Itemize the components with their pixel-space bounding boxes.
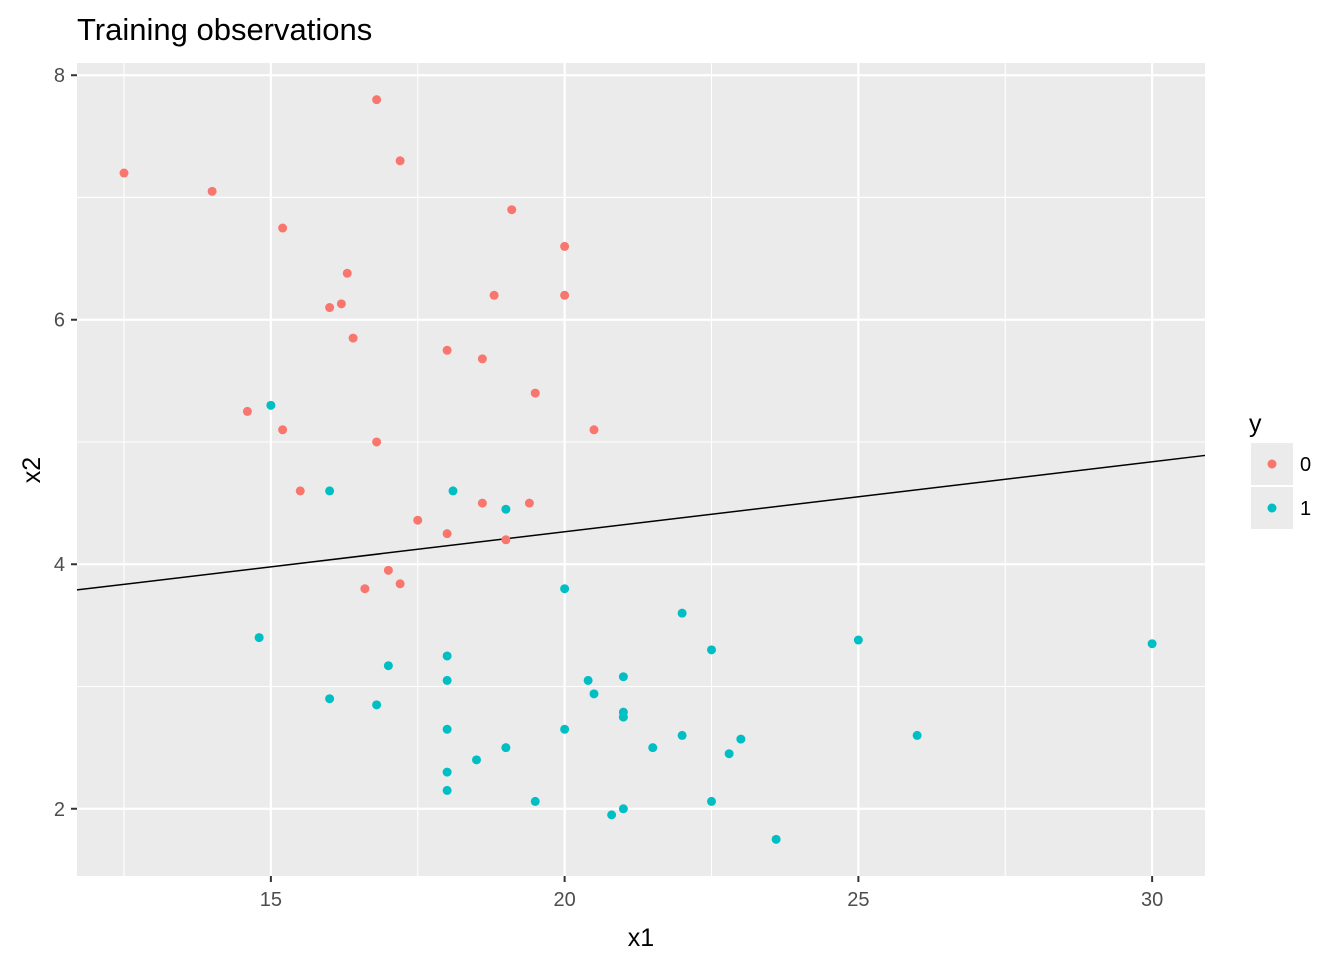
y-axis-title: x2	[18, 457, 46, 483]
data-point-y0	[442, 345, 452, 355]
data-point-y1	[707, 796, 716, 806]
data-point-y1	[607, 810, 617, 820]
legend-label: 0	[1300, 454, 1311, 476]
x-tick-label: 20	[554, 889, 576, 911]
x-axis-ticks: 15 20 25 30	[260, 876, 1163, 911]
data-point-y0	[530, 388, 540, 398]
chart-title: Training observations	[77, 12, 372, 47]
data-point-y0	[372, 437, 382, 447]
data-point-y1	[853, 635, 863, 645]
data-point-y1	[254, 633, 264, 643]
data-point-y1	[442, 651, 452, 661]
data-point-y0	[489, 290, 499, 300]
data-point-y1	[1147, 639, 1157, 649]
data-point-y1	[442, 767, 452, 777]
decision-boundary-line	[76, 454, 1206, 591]
data-point-y0	[207, 186, 217, 196]
grid-minor	[77, 63, 1205, 876]
data-point-y0	[119, 168, 129, 178]
data-point-y0	[325, 303, 335, 313]
data-point-y0	[524, 498, 534, 508]
data-point-y1	[677, 730, 687, 740]
data-point-y0	[278, 425, 288, 435]
y-tick-label: 4	[54, 554, 65, 576]
data-point-y0	[477, 498, 487, 508]
y-tick-label: 2	[54, 799, 65, 821]
data-point-y1	[442, 785, 452, 795]
data-point-y1	[501, 743, 511, 753]
data-point-y1	[618, 672, 628, 682]
x-axis-title: x1	[628, 924, 654, 952]
legend-swatch	[1267, 459, 1277, 469]
x-tick-label: 15	[260, 889, 282, 911]
data-point-y0	[336, 299, 346, 309]
plot-panel	[77, 63, 1205, 876]
data-point-y1	[560, 724, 570, 734]
data-point-y1	[724, 749, 734, 759]
y-axis-ticks: 2 4 6 8	[54, 65, 77, 821]
data-point-y0	[360, 584, 370, 594]
grid-major	[77, 63, 1205, 876]
legend-title: y	[1249, 410, 1262, 438]
legend-swatch	[1267, 503, 1277, 513]
x-tick-label: 30	[1141, 889, 1163, 911]
data-point-y1	[372, 700, 382, 710]
x-tick-label: 25	[847, 889, 869, 911]
data-point-y0	[477, 354, 487, 364]
data-point-y0	[501, 535, 511, 545]
data-point-y0	[413, 515, 423, 525]
data-point-y0	[348, 333, 358, 343]
data-point-y1	[383, 661, 393, 671]
data-point-y0	[295, 486, 305, 496]
data-point-y1	[677, 608, 687, 618]
data-point-y1	[589, 689, 599, 699]
data-point-y1	[736, 734, 746, 744]
data-point-y0	[442, 529, 452, 539]
data-point-y1	[583, 675, 593, 685]
data-point-y1	[448, 486, 458, 496]
data-point-y1	[912, 730, 922, 740]
data-point-y0	[560, 290, 570, 300]
data-point-y0	[395, 156, 405, 166]
data-point-y1	[472, 755, 481, 765]
y-tick-label: 6	[54, 310, 65, 332]
data-point-y1	[560, 584, 570, 594]
data-point-y0	[372, 95, 382, 105]
data-point-y0	[242, 406, 252, 416]
data-point-y1	[618, 804, 628, 814]
data-point-y0	[395, 579, 405, 589]
data-points	[119, 95, 1157, 844]
legend: y 0 1	[1249, 410, 1311, 531]
data-point-y1	[771, 834, 781, 844]
legend-key	[1249, 485, 1295, 531]
data-point-y1	[325, 694, 335, 704]
data-point-y1	[648, 743, 658, 753]
data-point-y0	[507, 205, 517, 215]
legend-label: 1	[1300, 498, 1311, 520]
data-point-y1	[266, 400, 276, 410]
data-point-y1	[325, 486, 335, 496]
data-point-y1	[618, 712, 628, 722]
data-point-y1	[442, 675, 452, 685]
data-point-y0	[383, 565, 393, 575]
data-point-y1	[707, 645, 716, 655]
data-point-y0	[342, 268, 352, 278]
data-point-y1	[442, 724, 452, 734]
data-point-y0	[560, 241, 570, 251]
data-point-y0	[278, 223, 288, 233]
data-point-y0	[589, 425, 599, 435]
data-point-y1	[501, 504, 511, 514]
data-point-y1	[530, 796, 540, 806]
y-tick-label: 8	[54, 65, 65, 87]
